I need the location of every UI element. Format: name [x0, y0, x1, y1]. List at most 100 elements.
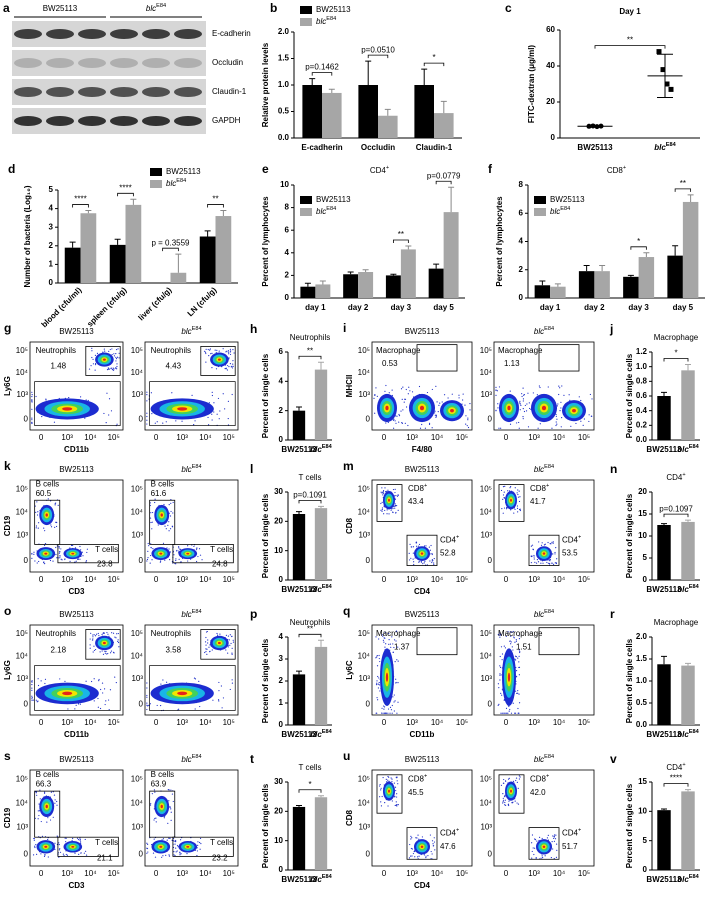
text-span: E84 [192, 326, 202, 332]
event-dot [495, 410, 497, 412]
event-dot [193, 424, 195, 426]
event-dot [434, 849, 436, 851]
text-span: E84 [192, 609, 202, 615]
event-dot [200, 842, 202, 845]
error-bar [130, 198, 137, 205]
text-span: E84 [544, 464, 554, 470]
event-dot [541, 855, 543, 857]
event-dot [115, 681, 117, 684]
event-dot [430, 850, 432, 853]
gate [528, 827, 560, 860]
event-dot [92, 636, 94, 638]
event-dot [173, 850, 175, 853]
event-dot [91, 347, 93, 349]
event-dot [397, 494, 399, 496]
gate [149, 499, 176, 545]
event-dot [47, 856, 49, 858]
text-span: blc [654, 143, 666, 152]
event-dot [222, 348, 224, 350]
event-dot [77, 558, 79, 561]
event-dot [391, 636, 393, 638]
event-dot [227, 635, 230, 637]
event-dot [517, 690, 519, 692]
event-dot [379, 690, 381, 692]
event-dot [391, 389, 393, 391]
event-dot [393, 418, 395, 420]
event-dot [107, 699, 110, 701]
gate-label: CD8+ [408, 484, 427, 494]
event-dot [205, 348, 207, 350]
panel-letter: c [505, 1, 512, 15]
event-dot [64, 837, 66, 839]
event-dot [540, 544, 543, 546]
y-tick-label: 4 [49, 204, 54, 213]
event-dot [74, 547, 77, 549]
event-dot [146, 847, 148, 849]
error-bar [362, 269, 369, 273]
event-dot [431, 853, 433, 855]
event-dot [552, 848, 554, 850]
event-dot [388, 513, 390, 515]
y-tick-label: 0 [49, 278, 54, 287]
event-dot [403, 401, 405, 403]
event-dot [439, 402, 441, 404]
y-axis-label: CD19 [3, 807, 12, 828]
y-tick-label: 10⁴ [358, 799, 371, 808]
event-dot [410, 546, 412, 548]
y-tick-label: 10⁴ [480, 652, 493, 661]
event-dot [393, 782, 395, 784]
event-dot [382, 635, 384, 637]
x-axis-label: CD11b [64, 445, 89, 454]
x-tick-label: BW25113 [577, 143, 613, 152]
event-dot [407, 393, 409, 395]
event-dot [218, 418, 220, 420]
event-dot [431, 388, 433, 391]
event-dot [76, 837, 79, 839]
event-dot [211, 649, 213, 651]
text-span: blc [677, 875, 689, 884]
x-tick-label: 10⁴ [84, 869, 97, 878]
y-tick-label: 10⁵ [131, 775, 143, 784]
annotation: **** [119, 183, 131, 192]
event-dot [211, 394, 214, 397]
y-tick-label: 0 [488, 699, 493, 708]
event-dot [515, 670, 518, 672]
panel-letter: n [610, 462, 617, 476]
event-dot [382, 776, 384, 779]
event-dot [503, 491, 505, 493]
event-dot [519, 651, 521, 654]
y-tick-label: 10⁵ [480, 484, 492, 493]
event-dot [146, 412, 148, 414]
event-dot [37, 511, 39, 513]
event-dot [229, 351, 231, 353]
y-tick-label: 0 [24, 699, 29, 708]
text-span: CD4 [440, 828, 457, 837]
event-dot [86, 548, 88, 550]
event-dot [75, 704, 77, 706]
event-dot [104, 703, 106, 706]
x-tick-label: 10⁵ [108, 718, 120, 727]
event-dot [435, 416, 437, 418]
event-dot [524, 404, 526, 407]
event-dot [89, 638, 91, 640]
event-dot [534, 561, 536, 564]
event-dot [533, 558, 535, 560]
error-bar [304, 282, 311, 287]
event-dot [465, 423, 467, 425]
x-tick-label: 10³ [176, 718, 188, 727]
error-bar [318, 639, 324, 647]
event-dot [396, 415, 398, 417]
density-blob [541, 405, 547, 411]
event-dot [232, 639, 234, 641]
gate [200, 345, 236, 376]
event-dot [518, 421, 520, 424]
event-dot [575, 422, 577, 425]
event-dot [541, 542, 543, 544]
event-dot [59, 848, 61, 850]
event-dot [387, 489, 389, 491]
event-dot [418, 838, 420, 840]
event-dot [175, 559, 177, 562]
event-dot [93, 700, 95, 702]
event-dot [532, 847, 534, 849]
event-dot [216, 632, 218, 635]
